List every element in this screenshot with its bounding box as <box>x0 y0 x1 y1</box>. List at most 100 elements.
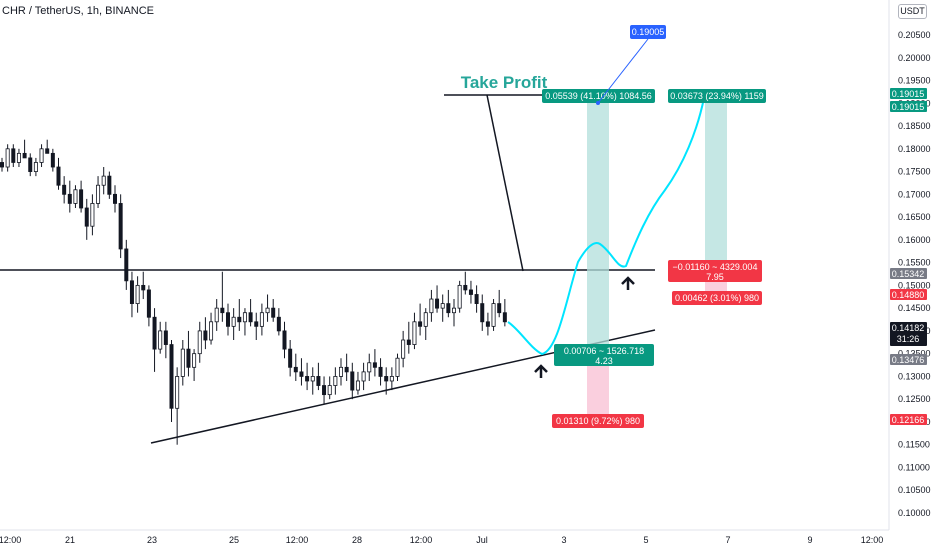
candle <box>90 194 95 236</box>
candle <box>406 321 411 354</box>
position-2-stop-label[interactable]: 0.00462 (3.01%) 980 <box>672 291 762 305</box>
candle-body <box>372 362 377 368</box>
x-tick-label: 5 <box>643 535 648 545</box>
candle <box>440 294 445 322</box>
callout-anchor <box>596 101 600 105</box>
candle-body <box>186 348 191 368</box>
candle <box>209 312 214 345</box>
candle-body <box>118 203 123 250</box>
candle-body <box>423 312 428 327</box>
candle-body <box>412 321 417 345</box>
candle-body <box>101 175 106 186</box>
candle-body <box>440 303 445 309</box>
up-arrow-icon <box>534 364 548 378</box>
candle <box>293 353 298 381</box>
candle <box>299 358 304 386</box>
y-tick-label: 0.20500 <box>898 30 931 40</box>
candle <box>5 144 10 172</box>
candle-body <box>45 148 50 154</box>
price-label: 0.13476 <box>892 355 925 365</box>
candle-body <box>124 248 129 282</box>
price-callout-text: 0.19005 <box>632 27 665 37</box>
candle <box>502 299 507 327</box>
price-callout[interactable]: 0.19005 <box>630 25 666 39</box>
candle-body <box>28 157 33 172</box>
y-tick-label: 0.16500 <box>898 212 931 222</box>
candle <box>480 294 485 331</box>
y-tick-label: 0.18000 <box>898 144 931 154</box>
candle-body <box>282 330 287 350</box>
candle-body <box>248 312 253 323</box>
candle <box>282 321 287 359</box>
candle-body <box>338 366 343 377</box>
price-label-bg <box>890 414 927 425</box>
candle-body <box>355 380 360 391</box>
candle-body <box>271 307 276 318</box>
candle <box>463 271 468 295</box>
y-tick-label: 0.14500 <box>898 303 931 313</box>
candle-body <box>293 366 298 373</box>
candle <box>497 289 502 318</box>
candle <box>45 139 50 154</box>
candle-body <box>237 316 242 323</box>
candle <box>113 185 118 213</box>
candle-body <box>192 353 197 368</box>
symbol-title[interactable]: CHR / TetherUS, 1h, BINANCE <box>2 5 155 17</box>
candle-body <box>16 152 21 163</box>
candle-body <box>468 289 473 295</box>
candle-body <box>203 330 208 341</box>
price-label-bg <box>890 88 927 99</box>
x-tick-label: 12:00 <box>0 535 21 545</box>
candle <box>418 303 423 336</box>
candle-body <box>96 184 101 204</box>
projection-path[interactable] <box>507 97 705 356</box>
candle <box>389 367 394 391</box>
candle-body <box>220 307 225 314</box>
candle <box>163 321 168 359</box>
x-tick-label: 12:00 <box>861 535 884 545</box>
candle <box>56 157 61 190</box>
time-axis[interactable]: 12:00 21 23 25 12:00 28 12:00 Jul 3 5 7 9 12:00 <box>0 529 889 545</box>
y-tick-label: 0.20000 <box>898 53 931 63</box>
position-1-stop-label[interactable]: 0.01310 (9.72%) 980 <box>552 414 644 428</box>
candle <box>186 330 191 377</box>
candle-body <box>56 166 61 186</box>
price-label-bg <box>890 354 927 365</box>
drawing-layer[interactable]: 0.05539 (41.10%) 1084.56 0.00706 ~ 1526.7… <box>0 25 766 444</box>
take-profit-connector[interactable] <box>486 94 524 272</box>
candle <box>344 353 349 381</box>
candle <box>101 167 106 195</box>
candle <box>451 299 456 327</box>
candle <box>158 321 163 354</box>
position-2-target-label[interactable]: 0.03673 (23.94%) 1159 <box>668 89 766 103</box>
candle-body <box>62 184 67 195</box>
candle <box>316 362 321 391</box>
candle <box>214 299 219 331</box>
position-1-target-label[interactable]: 0.05539 (41.10%) 1084.56 <box>542 89 655 103</box>
candle-body <box>361 371 366 382</box>
candle <box>225 303 230 336</box>
candle <box>485 312 490 336</box>
candle <box>350 362 355 400</box>
position-1-entry-label-text: 0.00706 ~ 1526.718 <box>564 346 644 356</box>
price-label: 0.14880 <box>892 290 925 300</box>
candle-body <box>395 357 400 377</box>
candle <box>310 367 315 395</box>
candle-body <box>169 344 174 409</box>
y-tick-label: 0.15000 <box>898 280 931 290</box>
candle <box>361 362 366 391</box>
x-tick-label: 23 <box>147 535 157 545</box>
take-profit-label[interactable]: Take Profit <box>461 73 548 92</box>
candle <box>429 289 434 322</box>
currency-button[interactable]: USDT <box>898 4 927 19</box>
x-tick-label: 12:00 <box>286 535 309 545</box>
position-1-entry-label-bg <box>554 344 654 366</box>
callout-connector <box>597 38 649 104</box>
candle-body <box>11 148 16 163</box>
x-tick-label: 28 <box>352 535 362 545</box>
candle-body <box>401 339 406 359</box>
